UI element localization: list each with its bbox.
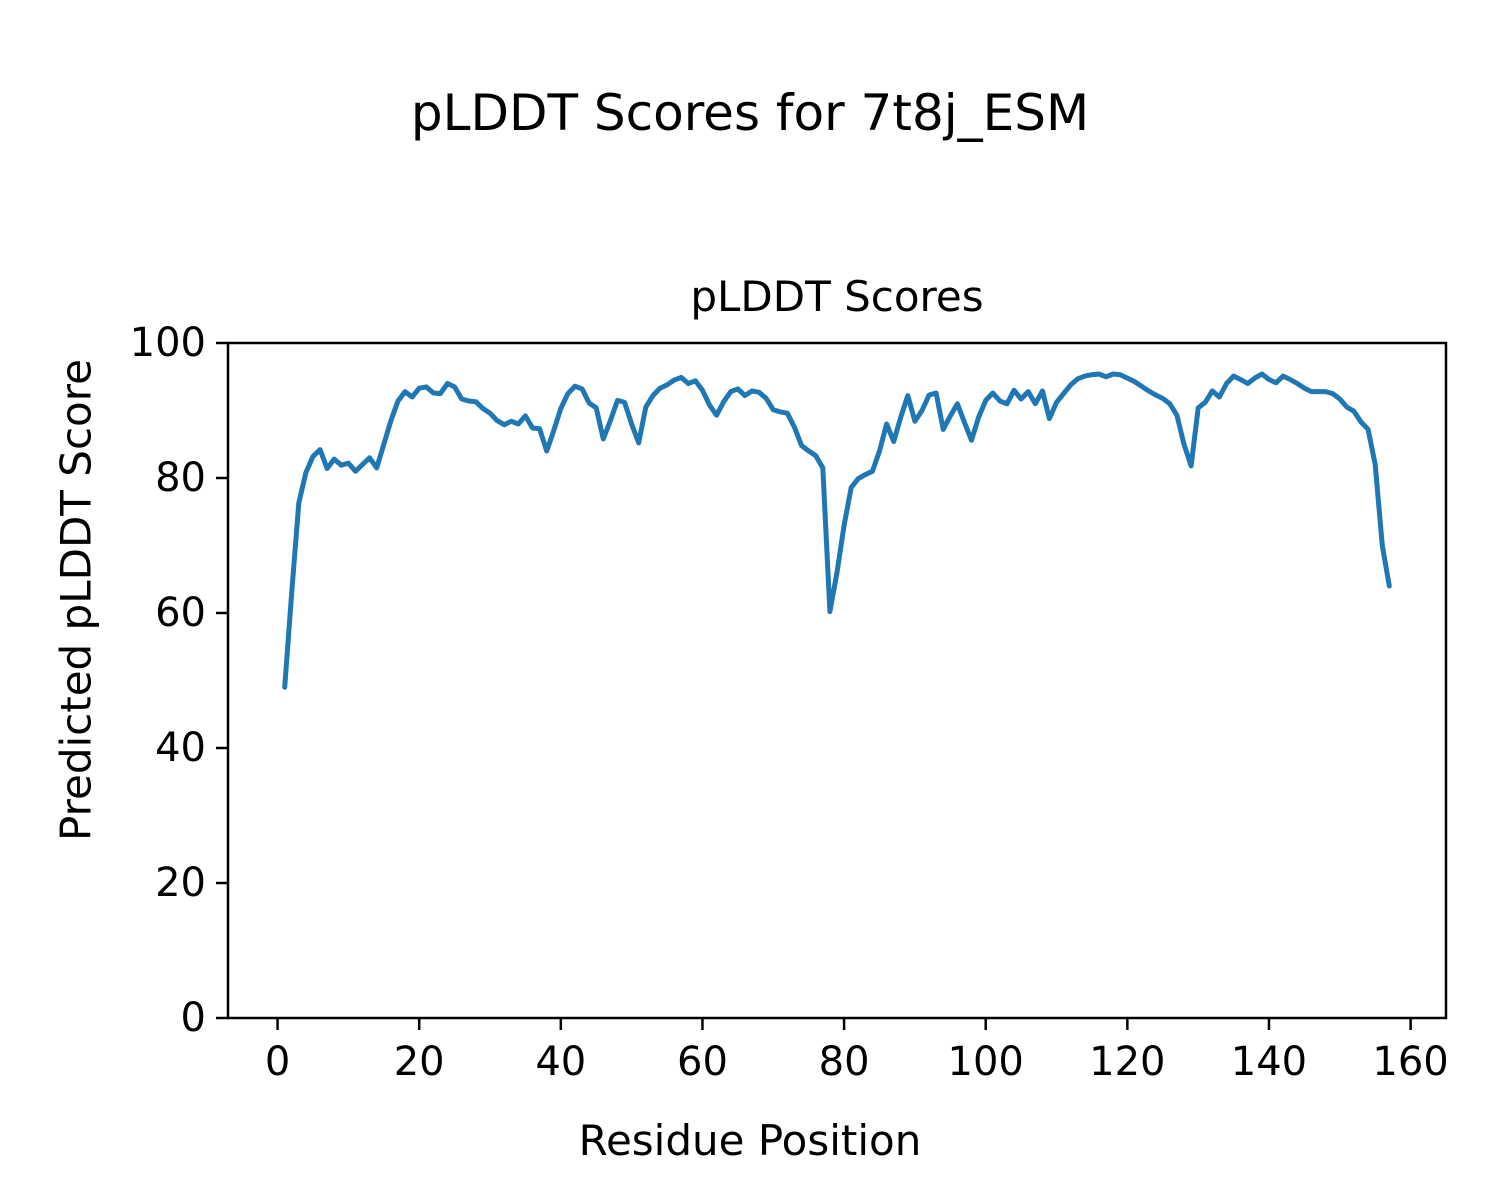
x-tick-label: 20 <box>393 1039 445 1085</box>
figure-suptitle: pLDDT Scores for 7t8j_ESM <box>410 84 1090 142</box>
x-ticks <box>276 1018 1412 1030</box>
y-tick-label: 60 <box>155 590 206 636</box>
x-tick-label: 60 <box>677 1039 728 1085</box>
plot-area <box>216 341 1448 1030</box>
y-tick-label: 20 <box>155 860 206 906</box>
y-tick-label: 80 <box>155 455 206 501</box>
x-tick-label: 160 <box>1372 1039 1449 1085</box>
y-tick-label: 40 <box>155 725 206 771</box>
x-tick-label: 100 <box>947 1039 1024 1085</box>
y-tick-label: 100 <box>129 320 206 366</box>
x-tick-label: 80 <box>818 1039 870 1085</box>
y-ticks <box>216 341 228 1020</box>
y-tick-label: 0 <box>180 995 206 1041</box>
x-tick-label: 140 <box>1230 1039 1308 1085</box>
y-axis-label: Predicted pLDDT Score <box>51 359 101 841</box>
axes-spines <box>226 341 1448 1020</box>
axes-title: pLDDT Scores <box>690 272 984 321</box>
plddt-line-series <box>282 371 1392 690</box>
x-tick-label: 0 <box>264 1039 291 1085</box>
x-tick-label: 120 <box>1089 1039 1166 1085</box>
x-tick-label: 40 <box>535 1039 587 1085</box>
x-axis-label: Residue Position <box>578 1116 922 1165</box>
